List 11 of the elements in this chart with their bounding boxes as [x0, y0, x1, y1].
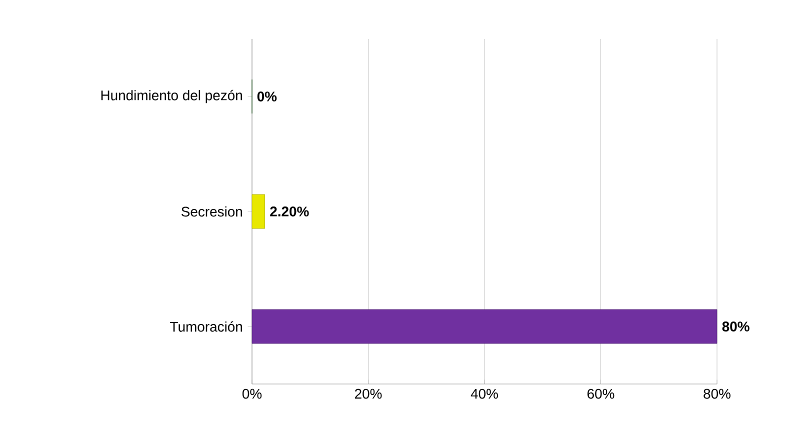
- y-tick-label: Secresion: [182, 206, 242, 217]
- y-tick-label: Tumoración: [170, 321, 242, 332]
- x-tick-label: 60%: [588, 388, 614, 399]
- data-label: 80%: [722, 322, 750, 332]
- x-tick-label: 0%: [242, 388, 262, 399]
- x-tick-label: 80%: [704, 388, 730, 399]
- data-label: 2.20%: [270, 206, 309, 216]
- x-tick-label: 20%: [355, 388, 382, 399]
- x-tick-label: 40%: [470, 388, 498, 399]
- data-label: 0%: [257, 92, 277, 102]
- y-tick-label: Hundimiento del pezón: [101, 90, 242, 104]
